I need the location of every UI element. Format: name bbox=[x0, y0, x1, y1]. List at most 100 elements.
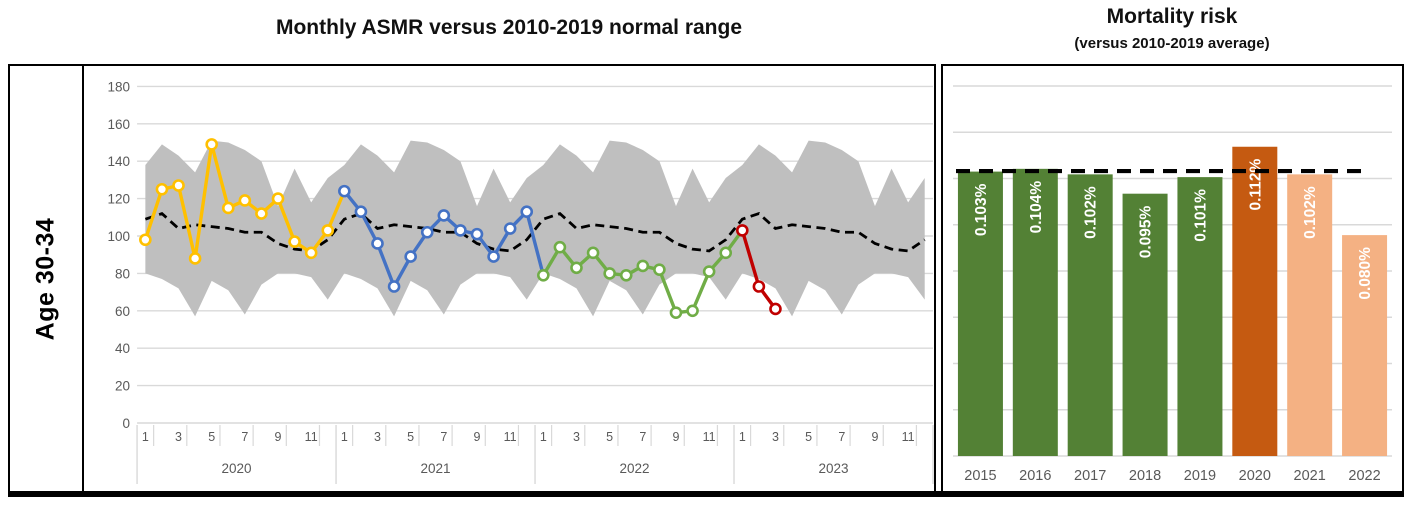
data-point-2021 bbox=[520, 205, 534, 218]
month-tick-label: 1 bbox=[142, 430, 149, 444]
month-tick-label: 11 bbox=[902, 430, 915, 444]
data-point-2020 bbox=[255, 207, 268, 220]
month-tick-label: 3 bbox=[573, 430, 580, 444]
asmr-line-chart-panel: Age 30-34 180 160 140 120 100 80 60 40 20 0 1 3 5 7 9 1… bbox=[8, 64, 936, 494]
month-tick-label: 9 bbox=[275, 430, 282, 444]
y-axis-tick-label: 80 bbox=[115, 266, 130, 281]
data-point-2020 bbox=[188, 252, 202, 265]
series-2023 bbox=[735, 224, 782, 316]
data-point-2020 bbox=[271, 192, 285, 205]
y-axis-tick-label: 140 bbox=[108, 154, 131, 169]
data-point-2021 bbox=[420, 225, 434, 239]
y-axis-tick-label: 40 bbox=[115, 341, 130, 356]
data-point-2020 bbox=[321, 224, 335, 237]
age-group-box: Age 30-34 bbox=[10, 66, 84, 492]
bar-2015 bbox=[957, 171, 1003, 456]
y-axis-tick-label: 120 bbox=[108, 192, 131, 207]
data-point-2020 bbox=[238, 194, 252, 207]
data-point-2023 bbox=[735, 224, 749, 237]
month-tick-label: 5 bbox=[208, 430, 215, 444]
bar-year-label: 2017 bbox=[1074, 468, 1106, 484]
bar-year-label: 2015 bbox=[964, 468, 996, 484]
month-tick-label: 11 bbox=[504, 430, 517, 444]
bar-value-label: 0.095% bbox=[1138, 205, 1155, 258]
age-group-label: Age 30-34 bbox=[31, 217, 60, 341]
data-point-2022 bbox=[669, 306, 683, 319]
data-point-2021 bbox=[354, 205, 368, 218]
month-tick-label: 1 bbox=[540, 430, 547, 444]
data-point-2021 bbox=[470, 227, 484, 241]
data-point-2023 bbox=[752, 280, 766, 293]
month-tick-label: 3 bbox=[374, 430, 381, 444]
month-tick-label: 9 bbox=[672, 430, 679, 444]
average-dashed-line bbox=[144, 211, 926, 253]
data-point-2020 bbox=[205, 138, 218, 151]
month-tick-label: 9 bbox=[474, 430, 481, 444]
data-point-2022 bbox=[702, 265, 716, 278]
series-2020 bbox=[139, 138, 347, 265]
year-tick-label: 2020 bbox=[222, 461, 252, 476]
bar-2017 bbox=[1067, 174, 1113, 456]
month-tick-label: 5 bbox=[805, 430, 812, 444]
y-axis-tick-label: 20 bbox=[115, 379, 130, 394]
data-point-2021 bbox=[338, 184, 351, 198]
month-tick-label: 7 bbox=[639, 430, 646, 444]
right-chart-subtitle: (versus 2010-2019 average) bbox=[1074, 35, 1270, 52]
bar-2021 bbox=[1287, 174, 1333, 456]
month-tick-label: 5 bbox=[407, 430, 414, 444]
data-point-2022 bbox=[586, 246, 600, 260]
month-tick-label: 1 bbox=[341, 430, 348, 444]
month-tick-label: 11 bbox=[305, 430, 318, 444]
month-tick-label: 7 bbox=[440, 430, 447, 444]
year-tick-label: 2022 bbox=[619, 461, 649, 476]
right-chart-title: Mortality risk bbox=[1106, 5, 1238, 28]
bar-2018 bbox=[1122, 193, 1168, 456]
mortality-risk-bar-panel: 0.103% 2015 0.104% 2016 0.102% 2017 0.095% 2018… bbox=[941, 64, 1404, 494]
month-tick-label: 1 bbox=[739, 430, 746, 444]
data-point-2022 bbox=[653, 263, 666, 276]
asmr-line-chart: 180 160 140 120 100 80 60 40 20 0 1 3 5 7 9 11 2020 1 3 5 7 9… bbox=[84, 66, 934, 492]
data-point-2020 bbox=[221, 201, 235, 215]
data-point-2021 bbox=[404, 250, 417, 263]
data-point-2022 bbox=[619, 268, 633, 282]
y-axis-tick-label: 60 bbox=[115, 304, 130, 319]
y-axis-tick-label: 160 bbox=[108, 117, 131, 132]
bar-year-label: 2021 bbox=[1294, 468, 1326, 484]
data-point-2022 bbox=[603, 267, 616, 280]
bar-value-label: 0.101% bbox=[1192, 189, 1209, 242]
bar-value-label: 0.102% bbox=[1302, 186, 1319, 239]
month-tick-label: 3 bbox=[175, 430, 182, 444]
bar-value-label: 0.080% bbox=[1357, 247, 1374, 300]
data-point-2020 bbox=[288, 235, 301, 248]
data-point-2022 bbox=[553, 240, 567, 254]
data-point-2022 bbox=[570, 261, 583, 275]
bar-value-label: 0.103% bbox=[973, 183, 990, 236]
y-axis-tick-label: 100 bbox=[108, 229, 131, 244]
series-2022 bbox=[537, 228, 745, 319]
data-point-2021 bbox=[487, 250, 500, 263]
bar-year-label: 2022 bbox=[1348, 468, 1380, 484]
mortality-risk-bar-chart-svg: 0.103% 2015 0.104% 2016 0.102% 2017 0.095% 2018… bbox=[953, 85, 1392, 484]
data-point-2023 bbox=[769, 302, 782, 316]
data-point-2021 bbox=[387, 280, 401, 293]
bar-value-label: 0.102% bbox=[1083, 186, 1100, 239]
month-tick-label: 7 bbox=[241, 430, 248, 444]
data-point-2020 bbox=[139, 233, 152, 247]
bar-2022 bbox=[1342, 235, 1388, 456]
month-tick-label: 11 bbox=[703, 430, 716, 444]
series-2021 bbox=[338, 184, 546, 293]
data-point-2021 bbox=[454, 224, 467, 237]
data-point-2022 bbox=[636, 259, 650, 273]
bar-value-label: 0.112% bbox=[1247, 159, 1264, 211]
year-tick-label: 2021 bbox=[421, 461, 451, 476]
data-point-2022 bbox=[686, 304, 699, 318]
month-tick-label: 9 bbox=[871, 430, 878, 444]
data-point-2021 bbox=[503, 222, 517, 235]
data-point-2022 bbox=[719, 246, 733, 260]
bar-year-label: 2019 bbox=[1184, 468, 1216, 484]
y-axis-tick-label: 180 bbox=[108, 79, 131, 94]
year-tick-label: 2023 bbox=[818, 461, 848, 476]
bottom-border-bar bbox=[8, 491, 1404, 497]
data-point-2021 bbox=[371, 237, 384, 250]
